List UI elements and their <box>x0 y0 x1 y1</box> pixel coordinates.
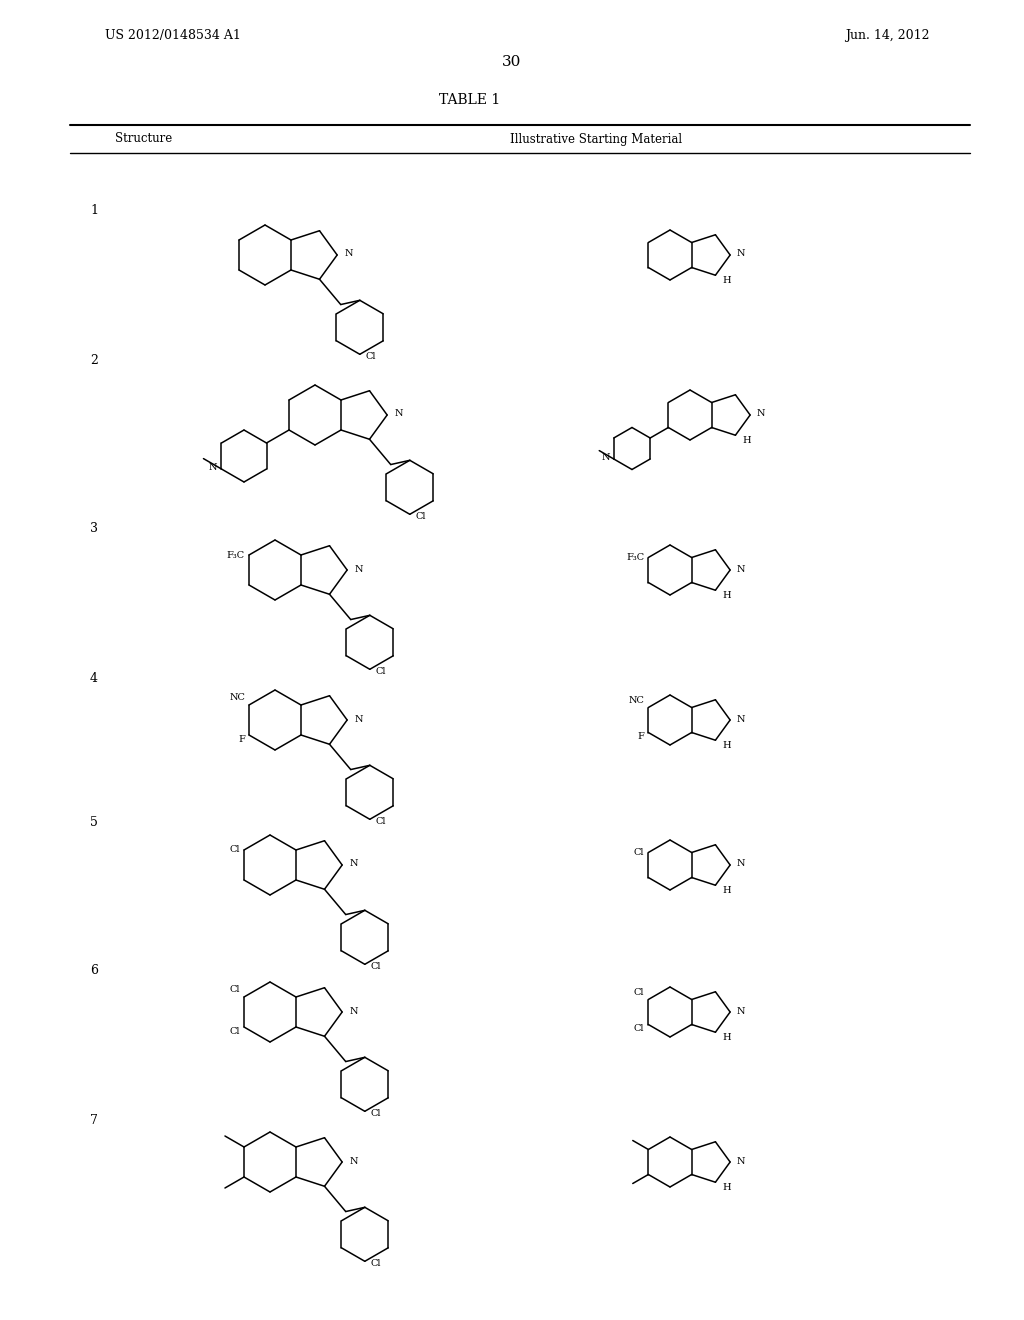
Text: Cl: Cl <box>376 667 386 676</box>
Text: N: N <box>209 463 217 473</box>
Text: Cl: Cl <box>371 1109 381 1118</box>
Text: F: F <box>239 735 245 744</box>
Text: N: N <box>349 859 357 869</box>
Text: N: N <box>349 1006 357 1015</box>
Text: 6: 6 <box>90 964 98 977</box>
Text: Cl: Cl <box>371 1259 381 1267</box>
Text: N: N <box>354 714 362 723</box>
Text: 4: 4 <box>90 672 98 685</box>
Text: H: H <box>722 591 731 599</box>
Text: 30: 30 <box>503 55 521 69</box>
Text: H: H <box>722 1032 731 1041</box>
Text: 3: 3 <box>90 521 98 535</box>
Text: Cl: Cl <box>229 1027 240 1036</box>
Text: Jun. 14, 2012: Jun. 14, 2012 <box>846 29 930 41</box>
Text: N: N <box>736 565 744 573</box>
Text: NC: NC <box>629 696 644 705</box>
Text: N: N <box>736 1006 744 1015</box>
Text: TABLE 1: TABLE 1 <box>439 92 501 107</box>
Text: H: H <box>722 741 731 750</box>
Text: 1: 1 <box>90 203 98 216</box>
Text: 2: 2 <box>90 354 98 367</box>
Text: N: N <box>736 1156 744 1166</box>
Text: Cl: Cl <box>634 847 644 857</box>
Text: N: N <box>394 409 402 418</box>
Text: Cl: Cl <box>634 987 644 997</box>
Text: N: N <box>344 249 352 259</box>
Text: Cl: Cl <box>416 512 426 521</box>
Text: N: N <box>756 409 765 418</box>
Text: H: H <box>742 436 751 445</box>
Text: H: H <box>722 276 731 285</box>
Text: Cl: Cl <box>229 985 240 994</box>
Text: Cl: Cl <box>376 817 386 826</box>
Text: H: H <box>722 1183 731 1192</box>
Text: N: N <box>736 714 744 723</box>
Text: Cl: Cl <box>366 352 376 360</box>
Text: N: N <box>736 249 744 259</box>
Text: Cl: Cl <box>634 1024 644 1034</box>
Text: F₃C: F₃C <box>227 550 245 560</box>
Text: 7: 7 <box>90 1114 98 1126</box>
Text: Structure: Structure <box>115 132 172 145</box>
Text: N: N <box>601 454 609 462</box>
Text: NC: NC <box>229 693 245 701</box>
Text: 5: 5 <box>90 817 98 829</box>
Text: US 2012/0148534 A1: US 2012/0148534 A1 <box>105 29 241 41</box>
Text: N: N <box>354 565 362 573</box>
Text: F₃C: F₃C <box>627 553 644 562</box>
Text: H: H <box>722 886 731 895</box>
Text: N: N <box>736 859 744 869</box>
Text: F: F <box>638 733 644 741</box>
Text: Illustrative Starting Material: Illustrative Starting Material <box>510 132 682 145</box>
Text: Cl: Cl <box>229 846 240 854</box>
Text: N: N <box>349 1156 357 1166</box>
Text: Cl: Cl <box>371 962 381 970</box>
